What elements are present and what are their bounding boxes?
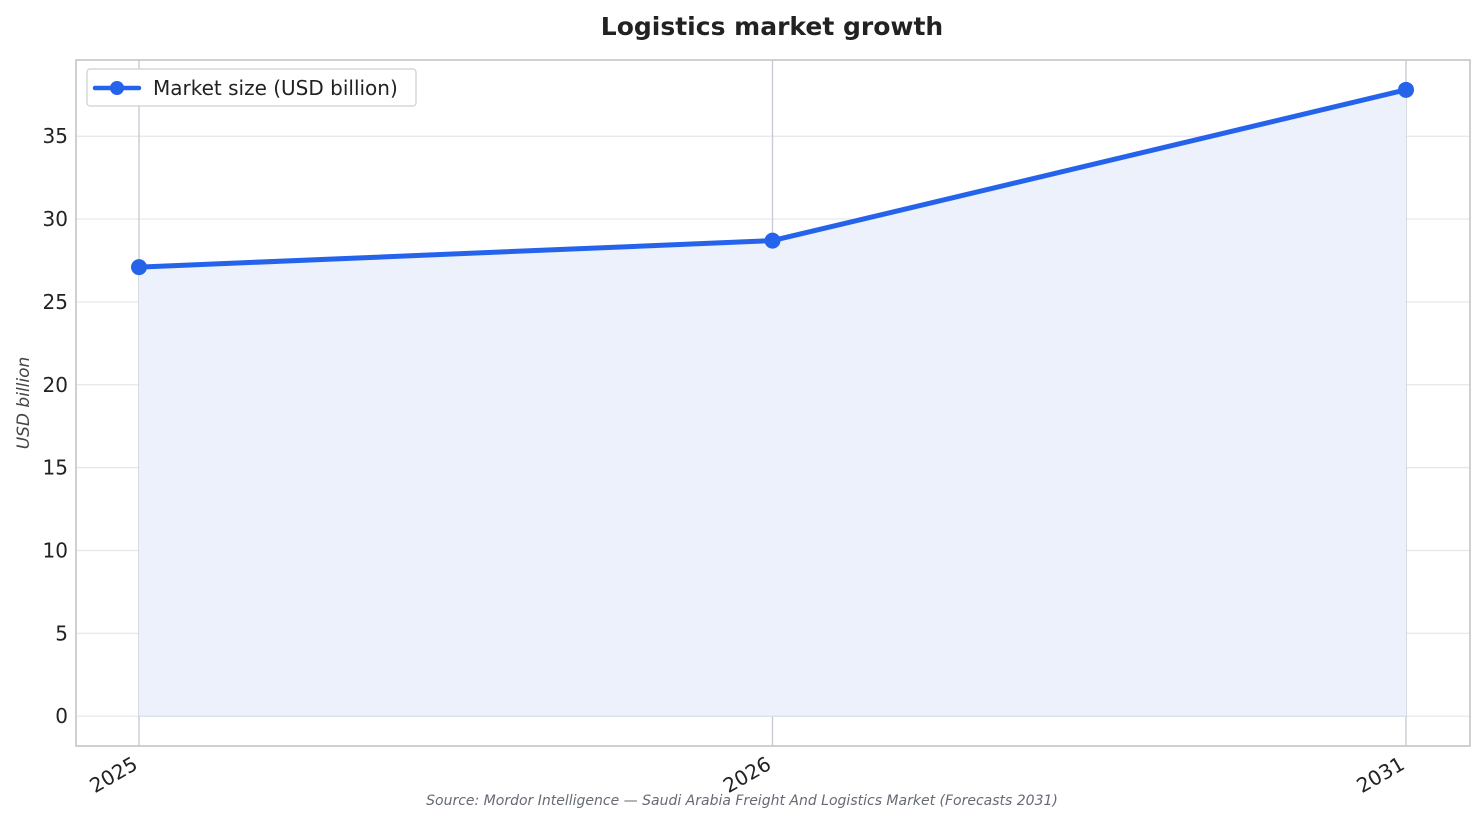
legend: Market size (USD billion) [86, 68, 417, 107]
x-tick-label: 2026 [719, 752, 775, 798]
y-tick-label: 25 [43, 290, 68, 314]
series-layer [131, 81, 1414, 276]
y-tick-label: 30 [43, 207, 68, 231]
y-tick-label: 20 [43, 373, 68, 397]
data-point [131, 259, 147, 276]
x-tick-label: 2031 [1352, 752, 1408, 798]
legend-dot-marker [110, 81, 124, 95]
chart-title: Logistics market growth [601, 12, 943, 41]
data-point [764, 232, 781, 249]
x-tick-label: 2025 [85, 752, 141, 798]
legend-box [86, 68, 417, 107]
data-point [1398, 81, 1414, 98]
series-area [139, 89, 1406, 717]
plot-frame [75, 59, 1471, 747]
y-tick-label: 10 [43, 538, 68, 562]
y-axis-label: USD billion [14, 357, 34, 450]
y-tick-label: 5 [55, 621, 68, 645]
y-tick-label: 35 [43, 124, 68, 148]
y-tick-label: 15 [43, 456, 68, 480]
source-note: Source: Mordor Intelligence — Saudi Arab… [426, 793, 1058, 809]
legend-label: Market size (USD billion) [153, 76, 398, 100]
y-tick-labels: 0 5 10 15 20 25 30 35 [43, 124, 68, 728]
x-tick-labels: 2025 2026 2031 [85, 752, 1408, 798]
area-layer [139, 89, 1406, 717]
y-tick-label: 0 [55, 704, 68, 728]
